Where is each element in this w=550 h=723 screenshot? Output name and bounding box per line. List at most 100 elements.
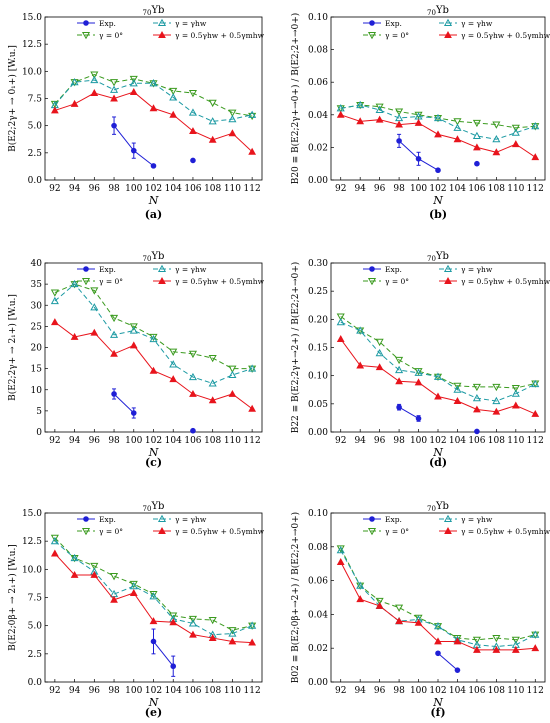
y-tick-label: 0.0 (28, 678, 43, 688)
legend-entry: γ = 0.5γhw + 0.5γmhw (461, 527, 550, 536)
data-point (248, 112, 257, 121)
series-line (54, 537, 253, 631)
chart-title: 70Yb (427, 501, 449, 513)
x-tick-label: 108 (488, 184, 505, 194)
data-point (396, 138, 402, 144)
chart-panel-4: 92 94 96 98 100 102 104 106 108 110 112 0.00 0.05 0.1… (290, 251, 550, 469)
y-tick-label: 15.0 (22, 13, 42, 23)
data-point (130, 410, 137, 416)
data-point (356, 595, 365, 603)
series-line (54, 283, 253, 370)
data-point (189, 127, 197, 135)
legend-entry: Exp. (385, 515, 402, 524)
data-point (356, 100, 365, 109)
data-point (109, 85, 119, 93)
legend-marker (443, 18, 453, 27)
series-2 (336, 317, 540, 405)
panel-label: (d) (429, 456, 447, 469)
data-point (169, 612, 178, 620)
data-point (492, 121, 501, 129)
series-line (437, 652, 458, 671)
legend-entry: γ = 0° (99, 277, 123, 286)
data-point (474, 428, 480, 435)
legend-marker (369, 20, 375, 26)
data-point (188, 90, 198, 98)
data-point (395, 604, 404, 612)
data-point (473, 645, 481, 653)
legend: Exp. γ = γhw γ = 0° γ = 0.5γhw + 0.5γmhw (363, 514, 550, 536)
data-point (336, 110, 345, 118)
data-point (70, 570, 79, 578)
data-point (395, 617, 403, 625)
data-point (228, 365, 237, 373)
data-point (50, 549, 59, 557)
series-line (340, 548, 536, 641)
x-tick-label: 98 (393, 686, 405, 696)
data-point (169, 375, 178, 383)
legend-entry: γ = 0.5γhw + 0.5γmhw (175, 277, 265, 286)
data-point (433, 372, 443, 380)
legend-entry: γ = 0.5γhw + 0.5γmhw (461, 277, 550, 286)
y-axis-label: B(E2;2γ+ → 2₁+) [W.u.] (7, 294, 18, 401)
legend-entry: γ = 0° (99, 31, 123, 40)
data-point (228, 129, 237, 137)
data-point (248, 638, 257, 646)
data-point (129, 323, 138, 331)
x-tick-label: 100 (125, 184, 142, 194)
data-point (395, 365, 404, 374)
legend: Exp. γ = γhw γ = 0° γ = 0.5γhw + 0.5γmhw (363, 264, 550, 286)
legend-marker (443, 514, 453, 523)
x-tick-label: 100 (410, 686, 427, 696)
x-tick-label: 104 (449, 436, 466, 446)
data-point (336, 317, 345, 326)
data-point (129, 87, 138, 95)
y-tick-label: 0.0 (28, 176, 43, 186)
legend-marker (83, 266, 89, 272)
x-tick-label: 106 (184, 184, 201, 194)
y-axis-label: B20 ≡ B(E2;2γ+→0+) / B(E2;2+→0+) (290, 13, 301, 185)
data-point (511, 128, 520, 136)
data-point (473, 405, 481, 413)
x-tick-label: 110 (224, 686, 241, 696)
x-tick-label: 106 (468, 686, 485, 696)
legend-entry: Exp. (99, 19, 116, 28)
plot-frame (44, 262, 263, 433)
data-point (375, 601, 384, 609)
panel-label: (a) (145, 208, 163, 221)
x-tick-label: 94 (69, 686, 81, 696)
legend-marker (157, 264, 167, 273)
x-tick-label: 112 (244, 184, 261, 194)
data-point (511, 385, 520, 393)
legend-marker (443, 264, 453, 273)
data-point (188, 372, 198, 381)
data-point (228, 627, 237, 635)
series-5 (474, 428, 480, 435)
x-tick-label: 92 (49, 436, 60, 446)
y-tick-label: 0.04 (308, 610, 328, 620)
data-point (414, 368, 423, 376)
data-point (129, 582, 138, 590)
data-point (149, 104, 158, 112)
x-tick-label: 98 (108, 686, 120, 696)
x-tick-label: 100 (125, 686, 142, 696)
series-line (54, 79, 253, 122)
x-tick-label: 106 (468, 436, 485, 446)
data-point (472, 393, 481, 402)
y-tick-label: 7.5 (28, 95, 43, 105)
legend: Exp. γ = γhw γ = 0° γ = 0.5γhw + 0.5γmhw (77, 264, 265, 286)
legend-marker (367, 277, 377, 286)
y-tick-label: 0.08 (308, 46, 328, 56)
data-point (208, 634, 217, 642)
x-tick-label: 108 (204, 436, 221, 446)
data-point (149, 617, 158, 625)
data-point (511, 140, 520, 148)
x-tick-label: 102 (429, 686, 446, 696)
series-line (340, 104, 536, 140)
data-point (531, 409, 540, 417)
legend-entry: γ = γhw (461, 515, 493, 524)
x-tick-label: 102 (145, 686, 162, 696)
data-point (70, 99, 79, 107)
y-tick-label: 0.05 (308, 400, 328, 410)
data-point (453, 135, 462, 143)
data-point (435, 650, 441, 657)
